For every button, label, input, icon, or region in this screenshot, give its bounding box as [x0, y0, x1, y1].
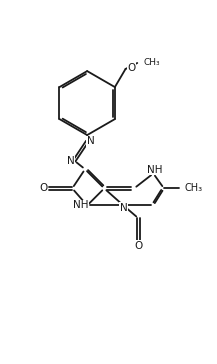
Text: CH₃: CH₃ — [144, 58, 160, 67]
Text: N: N — [67, 156, 74, 166]
Text: O: O — [127, 63, 136, 73]
Text: O: O — [134, 241, 143, 250]
Text: N: N — [87, 136, 95, 146]
Text: NH: NH — [147, 165, 162, 175]
Text: CH₃: CH₃ — [184, 183, 202, 193]
Text: O: O — [39, 183, 48, 193]
Text: NH: NH — [73, 201, 89, 210]
Text: N: N — [120, 203, 127, 213]
